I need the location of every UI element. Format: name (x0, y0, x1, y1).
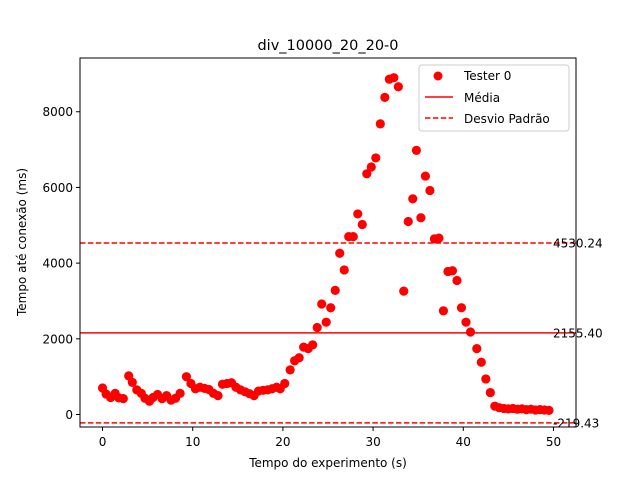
data-point (408, 194, 418, 204)
data-point (317, 299, 327, 309)
data-point (456, 303, 467, 313)
x-tick-label: 10 (185, 435, 200, 449)
data-point (416, 213, 426, 223)
data-point (371, 153, 381, 163)
data-point (321, 317, 331, 327)
data-point (308, 340, 318, 350)
data-point (434, 233, 444, 243)
y-tick-label: 4000 (42, 257, 73, 271)
data-point (393, 82, 403, 92)
data-point (403, 216, 413, 227)
data-point (420, 171, 430, 181)
data-point (380, 92, 390, 102)
data-point (472, 344, 482, 354)
data-point (447, 266, 458, 276)
data-point (312, 322, 322, 333)
chart-title: div_10000_20_20-0 (257, 38, 398, 54)
data-point (118, 394, 128, 404)
data-point (389, 73, 399, 83)
data-point (476, 357, 486, 367)
scatter-points (97, 73, 554, 415)
y-tick-label: 0 (65, 408, 73, 422)
legend: Tester 0 Média Desvio Padrão (418, 64, 570, 132)
data-point (353, 209, 363, 219)
x-tick-label: 40 (456, 435, 471, 449)
reference-line-label-2: -219.43 (553, 416, 599, 430)
data-point (294, 353, 304, 363)
y-axis-ticks: 0 2000 4000 6000 8000 (42, 105, 80, 422)
x-axis-label: Tempo do experimento (s) (248, 456, 407, 470)
data-point (213, 390, 223, 401)
x-tick-label: 20 (275, 435, 290, 449)
data-point (375, 119, 385, 129)
x-axis-ticks: 0 10 20 30 40 50 (99, 427, 561, 449)
reference-line-labels: 2155.40 4530.24 -219.43 (553, 237, 603, 431)
data-point (438, 306, 449, 316)
data-point (280, 378, 290, 389)
data-point (465, 327, 476, 337)
data-point (461, 317, 471, 327)
data-point (362, 169, 372, 179)
data-point (330, 285, 340, 295)
data-point (357, 219, 367, 230)
legend-label-tester-0: Tester 0 (463, 69, 511, 83)
data-point (481, 374, 491, 384)
data-point (127, 377, 137, 387)
data-point (452, 275, 462, 286)
y-tick-label: 2000 (42, 332, 73, 346)
legend-box (418, 64, 570, 132)
data-point (339, 265, 349, 275)
legend-marker-tester-0 (433, 71, 443, 81)
data-point (181, 372, 192, 382)
reference-line-label-0: 2155.40 (553, 326, 603, 340)
data-point (485, 387, 495, 398)
data-point (366, 162, 376, 172)
plot-frame (79, 57, 577, 428)
x-tick-label: 30 (365, 435, 380, 449)
reference-line-label-1: 4530.24 (553, 237, 603, 251)
data-point (544, 405, 554, 415)
data-point (411, 145, 421, 155)
y-axis-label: Tempo até conexão (ms) (15, 168, 29, 317)
data-point (175, 388, 185, 398)
reference-lines (80, 242, 576, 424)
data-point (326, 303, 336, 313)
data-point (348, 232, 358, 242)
data-point (285, 365, 295, 375)
legend-label-desvio-padrao: Desvio Padrão (464, 112, 550, 126)
data-point (399, 286, 409, 296)
legend-label-media: Média (464, 91, 500, 105)
y-tick-label: 6000 (42, 181, 73, 195)
data-point (335, 248, 345, 258)
x-tick-label: 0 (99, 435, 107, 449)
x-tick-label: 50 (546, 435, 561, 449)
y-tick-label: 8000 (42, 105, 73, 119)
data-point (425, 185, 435, 196)
